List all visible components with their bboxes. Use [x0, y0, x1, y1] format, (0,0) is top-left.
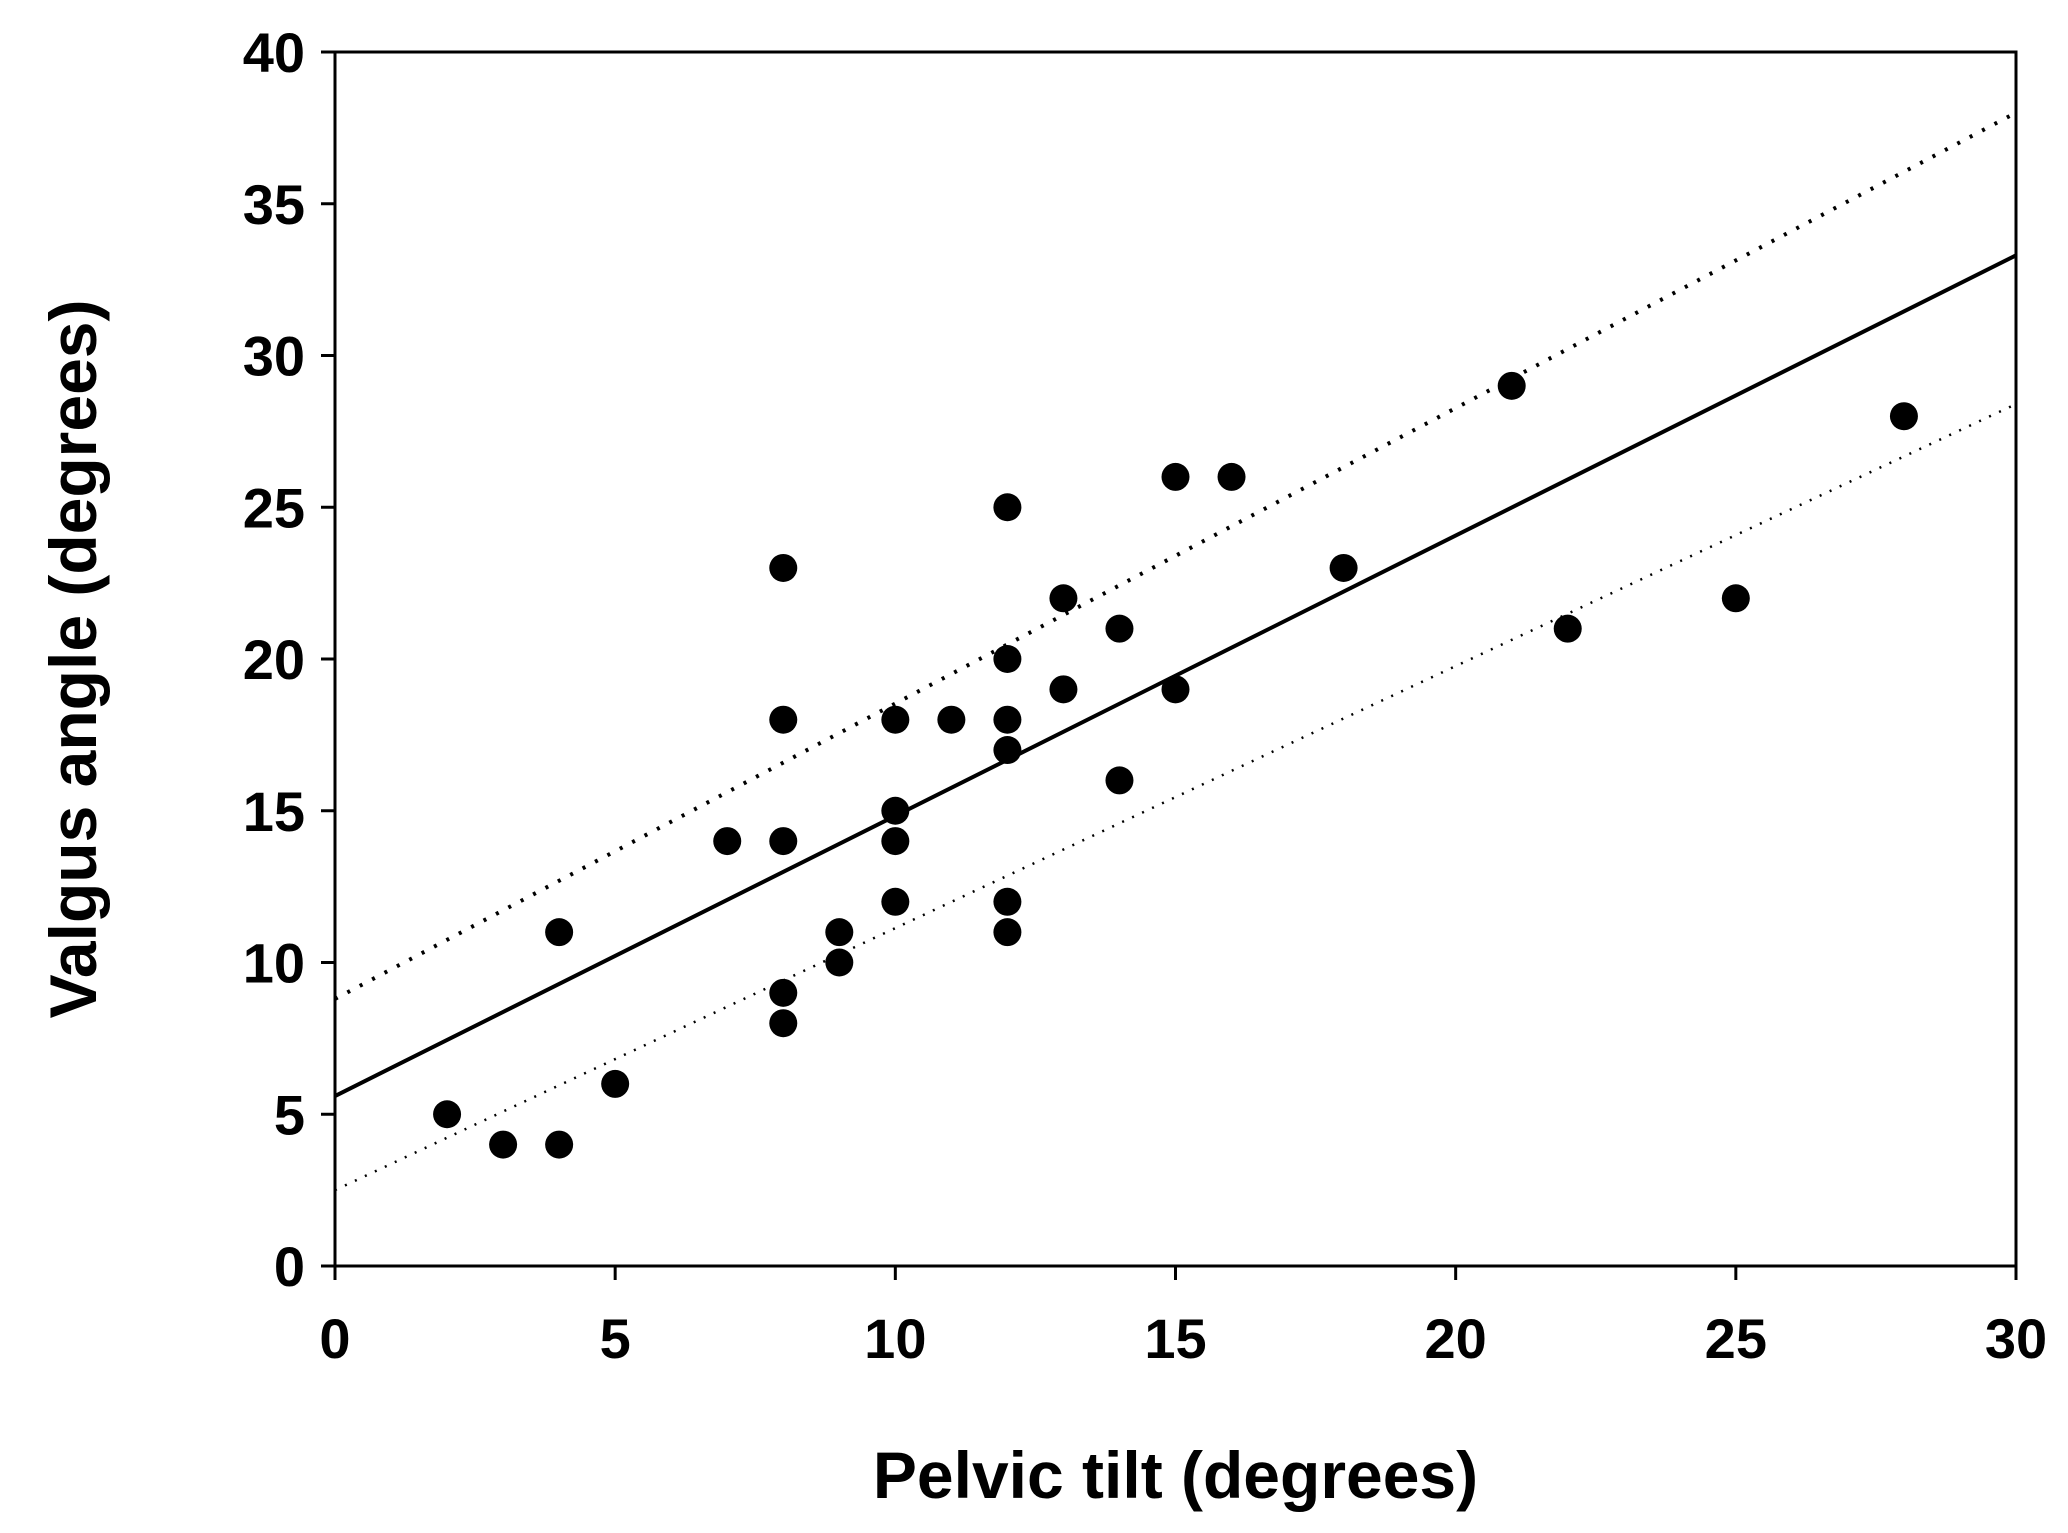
x-tick-label: 10 [864, 1307, 926, 1370]
x-tick-label: 15 [1144, 1307, 1206, 1370]
y-axis-title: Valgus angle (degrees) [36, 300, 110, 1019]
data-point [1889, 402, 1918, 431]
data-point [1161, 462, 1190, 491]
x-tick-label: 0 [319, 1307, 350, 1370]
data-point [825, 948, 854, 977]
y-tick-label: 15 [243, 780, 305, 843]
y-tick-label: 35 [243, 173, 305, 236]
data-point [1553, 614, 1582, 643]
data-point [1497, 371, 1526, 400]
data-point [993, 887, 1022, 916]
data-point [769, 978, 798, 1007]
data-point [937, 705, 966, 734]
y-tick-label: 0 [274, 1235, 305, 1298]
y-tick-label: 10 [243, 932, 305, 995]
data-point [1161, 675, 1190, 704]
data-point [433, 1100, 462, 1129]
x-tick-label: 25 [1705, 1307, 1767, 1370]
upper-bound-line [334, 110, 2017, 1001]
data-point [881, 887, 910, 916]
fit-lines-layer [334, 110, 2017, 1192]
data-point [1329, 553, 1358, 582]
x-axis-title: Pelvic tilt (degrees) [873, 1438, 1478, 1512]
data-point [1049, 675, 1078, 704]
x-tick-label: 5 [600, 1307, 631, 1370]
data-points-layer [433, 371, 1918, 1159]
data-point [881, 705, 910, 734]
data-point [881, 796, 910, 825]
data-point [993, 736, 1022, 765]
data-point [1721, 584, 1750, 613]
data-point [601, 1069, 630, 1098]
data-point [1105, 766, 1134, 795]
x-axis-ticks: 0 5 10 15 20 25 30 [319, 1266, 2047, 1370]
data-point [993, 705, 1022, 734]
y-tick-label: 30 [243, 325, 305, 388]
data-point [769, 553, 798, 582]
data-point [769, 1009, 798, 1038]
data-point [545, 1130, 574, 1159]
y-tick-label: 40 [243, 21, 305, 84]
data-point [1217, 462, 1246, 491]
data-point [825, 918, 854, 947]
data-point [1105, 614, 1134, 643]
y-tick-label: 20 [243, 628, 305, 691]
x-tick-label: 30 [1985, 1307, 2047, 1370]
data-point [545, 918, 574, 947]
data-point [713, 827, 742, 856]
data-point [993, 645, 1022, 673]
plot-area-frame [333, 50, 2018, 1268]
data-point [489, 1130, 518, 1159]
y-tick-label: 25 [243, 476, 305, 539]
data-point [1049, 584, 1078, 613]
lower-bound-line [334, 402, 2017, 1192]
data-point [769, 827, 798, 856]
data-point [881, 827, 910, 856]
x-tick-label: 20 [1425, 1307, 1487, 1370]
data-point [769, 705, 798, 734]
y-axis-ticks: 0 5 10 15 20 25 30 35 40 [243, 21, 335, 1298]
data-point [993, 918, 1022, 947]
y-tick-label: 5 [274, 1083, 305, 1146]
data-point [993, 493, 1022, 522]
